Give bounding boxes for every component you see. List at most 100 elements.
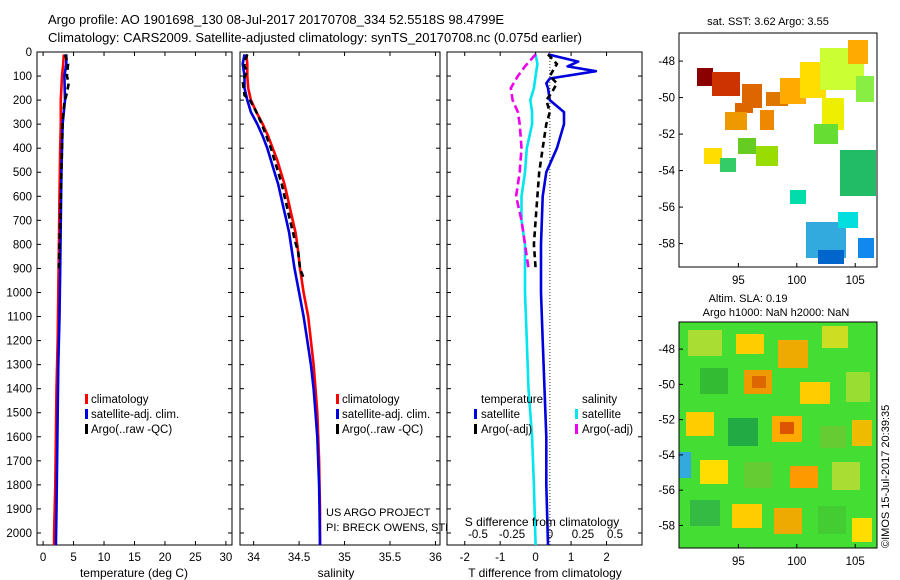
map-y-tick-label: -50 bbox=[658, 93, 675, 105]
x-tick-label: -1 bbox=[495, 552, 505, 564]
y-tick-label: 200 bbox=[13, 95, 32, 107]
x-top-tick-label: -0.25 bbox=[499, 529, 525, 541]
x-tick-label: 15 bbox=[128, 552, 141, 564]
x-tick-label: -2 bbox=[460, 552, 470, 564]
legend-label-satellite: satellite-adj. clim. bbox=[342, 409, 430, 421]
sla-map-title-line1: Altim. SLA: 0.19 bbox=[709, 293, 788, 305]
salinity-lines bbox=[241, 53, 322, 546]
legend-swatch-sal-satellite bbox=[575, 409, 578, 419]
y-tick-label: 0 bbox=[26, 47, 32, 59]
y-tick-label: 400 bbox=[13, 143, 32, 155]
y-tick-label: 1800 bbox=[6, 480, 32, 492]
series-salinity-argo-adj- bbox=[509, 53, 537, 269]
y-tick-label: 800 bbox=[13, 239, 32, 251]
y-tick-label: 2000 bbox=[6, 528, 32, 540]
map-y-tick-label: -56 bbox=[658, 202, 675, 214]
x-top-tick-label: 0.25 bbox=[572, 529, 594, 541]
legend-swatch-argo bbox=[85, 424, 88, 434]
map-x-tick-label: 100 bbox=[787, 556, 806, 568]
y-tick-label: 100 bbox=[13, 71, 32, 83]
salinity-xlabel: salinity bbox=[318, 566, 355, 580]
legend-swatch-climatology bbox=[85, 394, 88, 404]
map-y-tick-label: -52 bbox=[658, 129, 675, 141]
legend-swatch-climatology bbox=[336, 394, 339, 404]
salinity-ticks: 34 34.5 35 35.5 36 bbox=[240, 51, 442, 564]
map-y-tick-label: -58 bbox=[658, 239, 675, 251]
map-x-tick-label: 95 bbox=[732, 275, 745, 287]
map-y-tick-label: -54 bbox=[658, 166, 675, 178]
difference-xlabel-top: S difference from climatology bbox=[465, 515, 620, 529]
difference-panel: -2 -1 0 1 2-0.5 -0.25 0 0.25 0.5 T difference fr… bbox=[446, 51, 643, 580]
header-line1: Argo profile: AO 1901698_130 08-Jul-2017… bbox=[48, 12, 504, 27]
y-tick-label: 500 bbox=[13, 167, 32, 179]
y-tick-label: 1500 bbox=[6, 408, 32, 420]
legend-swatch-sal-argo bbox=[575, 424, 578, 434]
series-temperature-argo-adj- bbox=[532, 53, 559, 269]
y-tick-label: 1900 bbox=[6, 504, 32, 516]
x-tick-label: 0 bbox=[532, 552, 538, 564]
temperature-xlabel: temperature (deg C) bbox=[80, 566, 188, 580]
sst-map-ticks: 95 100 105 -48 -50 -52 -54 -56 -58 bbox=[658, 56, 864, 287]
legend-swatch-satellite bbox=[336, 409, 339, 419]
legend-label-climatology: climatology bbox=[91, 394, 149, 406]
x-tick-label: 35 bbox=[338, 552, 351, 564]
x-tick-label: 34 bbox=[247, 552, 260, 564]
sla-map-field bbox=[679, 322, 877, 548]
sla-map-ticks: 95 100 105 -48 -50 -52 -54 -56 -58 bbox=[658, 344, 864, 568]
temperature-ticks: 0100200300400500600700800900100011001200… bbox=[6, 47, 232, 564]
map-y-tick-label: -58 bbox=[658, 520, 675, 532]
y-tick-label: 900 bbox=[13, 263, 32, 275]
legend-swatch-argo bbox=[336, 424, 339, 434]
y-tick-label: 1300 bbox=[6, 360, 32, 372]
x-tick-label: 35.5 bbox=[379, 552, 401, 564]
x-tick-label: 0 bbox=[40, 552, 46, 564]
temperature-lines bbox=[52, 54, 70, 546]
series-satellite-adj-clim- bbox=[241, 54, 322, 546]
y-tick-label: 700 bbox=[13, 215, 32, 227]
map-x-tick-label: 100 bbox=[787, 275, 806, 287]
legend-label-argo: Argo(..raw -QC) bbox=[342, 424, 423, 436]
project-annotation-line1: US ARGO PROJECT bbox=[326, 507, 431, 519]
map-x-tick-label: 105 bbox=[846, 556, 865, 568]
map-y-tick-label: -54 bbox=[658, 450, 675, 462]
x-tick-label: 34.5 bbox=[288, 552, 310, 564]
map-y-tick-label: -56 bbox=[658, 485, 675, 497]
x-tick-label: 20 bbox=[159, 552, 172, 564]
y-tick-label: 1600 bbox=[6, 432, 32, 444]
y-tick-label: 1100 bbox=[7, 312, 32, 324]
legend-label-satellite: satellite-adj. clim. bbox=[91, 409, 179, 421]
imos-watermark: ©IMOS 15-Jul-2017 20:39:35 bbox=[880, 405, 892, 548]
x-tick-label: 30 bbox=[220, 552, 233, 564]
difference-legend: temperature salinity satellite Argo(-adj… bbox=[474, 394, 633, 436]
y-tick-label: 1400 bbox=[6, 384, 32, 396]
x-tick-label: 25 bbox=[189, 552, 202, 564]
sst-map-title: sat. SST: 3.62 Argo: 3.55 bbox=[707, 16, 829, 28]
legend-swatch-temp-satellite bbox=[474, 409, 477, 419]
sla-map-panel: Altim. SLA: 0.19 Argo h1000: NaN h2000: … bbox=[658, 293, 878, 568]
legend-swatch-temp-argo bbox=[474, 424, 477, 434]
map-y-tick-label: -50 bbox=[658, 379, 675, 391]
sst-map-patches bbox=[697, 40, 876, 264]
series-argo-raw-qc- bbox=[241, 53, 305, 279]
x-tick-label: 2 bbox=[603, 552, 609, 564]
difference-axes bbox=[446, 51, 643, 546]
y-tick-label: 1000 bbox=[6, 287, 32, 299]
map-y-tick-label: -52 bbox=[658, 415, 675, 427]
x-top-tick-label: 0.5 bbox=[607, 529, 623, 541]
map-x-tick-label: 95 bbox=[732, 556, 745, 568]
y-tick-label: 1200 bbox=[6, 336, 32, 348]
series-climatology bbox=[245, 54, 322, 545]
x-tick-label: 10 bbox=[98, 552, 111, 564]
legend-label-temp-satellite: satellite bbox=[481, 409, 520, 421]
difference-xlabel: T difference from climatology bbox=[468, 566, 622, 580]
y-tick-label: 600 bbox=[13, 191, 32, 203]
legend-header-temperature: temperature bbox=[481, 394, 543, 406]
map-x-tick-label: 105 bbox=[846, 275, 865, 287]
x-top-tick-label: -0.5 bbox=[468, 529, 488, 541]
x-tick-label: 1 bbox=[568, 552, 574, 564]
x-tick-label: 36 bbox=[429, 552, 442, 564]
temperature-axes bbox=[36, 51, 233, 546]
legend-label-sal-satellite: satellite bbox=[582, 409, 621, 421]
y-tick-label: 300 bbox=[13, 119, 32, 131]
